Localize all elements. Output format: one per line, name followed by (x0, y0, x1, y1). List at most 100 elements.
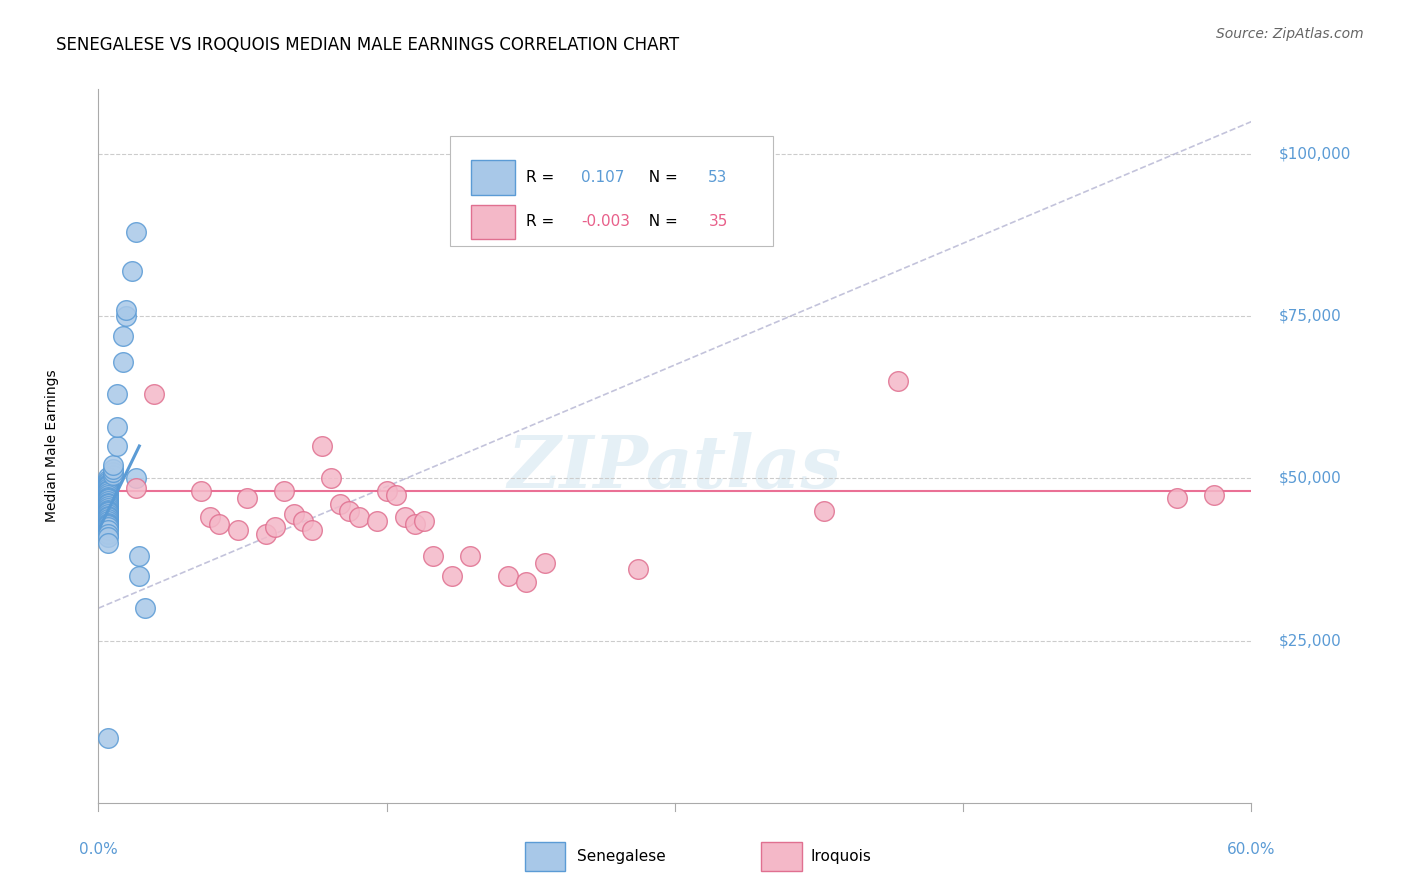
Text: N =: N = (640, 214, 683, 229)
Point (97, 516, 120, 531)
Text: $50,000: $50,000 (1279, 471, 1341, 486)
Point (1166, 491, 1188, 505)
Point (128, 568, 150, 582)
FancyBboxPatch shape (450, 136, 773, 246)
Text: Senegalese: Senegalese (576, 849, 665, 863)
Point (103, 465, 125, 479)
Point (97, 496, 120, 510)
Text: R =: R = (526, 214, 560, 229)
Point (440, 568, 463, 582)
Point (190, 484, 212, 499)
Point (422, 549, 444, 564)
Point (143, 387, 166, 401)
Text: N =: N = (640, 170, 683, 186)
Point (105, 439, 128, 453)
Point (97, 473, 120, 487)
Point (121, 264, 143, 278)
Point (97, 526, 120, 541)
Point (103, 461, 125, 475)
Point (124, 481, 146, 495)
Text: Source: ZipAtlas.com: Source: ZipAtlas.com (1216, 27, 1364, 41)
Point (283, 507, 305, 521)
Point (97, 536, 120, 550)
Text: $100,000: $100,000 (1279, 146, 1351, 161)
Point (97, 478, 120, 492)
Text: SENEGALESE VS IROQUOIS MEDIAN MALE EARNINGS CORRELATION CHART: SENEGALESE VS IROQUOIS MEDIAN MALE EARNI… (56, 36, 679, 54)
Point (329, 497, 352, 511)
FancyBboxPatch shape (471, 161, 515, 194)
Point (124, 225, 146, 239)
Point (97, 509, 120, 524)
Point (97, 488, 120, 502)
Point (124, 471, 146, 485)
Point (291, 514, 314, 528)
Point (97, 514, 120, 528)
Point (97, 500, 120, 515)
Point (115, 302, 138, 317)
Point (385, 488, 408, 502)
Text: Median Male Earnings: Median Male Earnings (45, 369, 59, 523)
Text: 0.107: 0.107 (582, 170, 624, 186)
Point (254, 526, 277, 541)
Point (97, 484, 120, 499)
Point (412, 514, 434, 528)
Point (97, 520, 120, 534)
Point (375, 484, 398, 499)
Point (111, 354, 134, 368)
Point (627, 562, 650, 576)
Point (97, 524, 120, 538)
Point (394, 510, 416, 524)
Point (97, 485, 120, 500)
Point (103, 468, 125, 483)
Point (97, 491, 120, 505)
Text: R =: R = (526, 170, 560, 186)
Point (97, 516, 120, 530)
FancyBboxPatch shape (524, 842, 565, 871)
Point (339, 504, 361, 518)
Point (496, 568, 519, 582)
FancyBboxPatch shape (471, 205, 515, 239)
Point (515, 575, 537, 590)
Point (347, 510, 370, 524)
Point (97, 502, 120, 516)
Point (97, 518, 120, 533)
Point (97, 494, 120, 508)
Point (236, 491, 259, 505)
Text: 35: 35 (709, 214, 728, 229)
Point (97, 505, 120, 519)
Point (97, 530, 120, 544)
Point (111, 328, 134, 343)
Point (533, 556, 555, 570)
Point (198, 510, 221, 524)
Point (97, 504, 120, 518)
Point (301, 524, 323, 538)
Point (311, 439, 333, 453)
Point (97, 510, 120, 524)
Point (97, 490, 120, 504)
Point (264, 520, 287, 534)
Point (97, 511, 120, 525)
Text: 60.0%: 60.0% (1227, 842, 1275, 856)
Point (97, 483, 120, 497)
Point (97, 479, 120, 493)
FancyBboxPatch shape (762, 842, 801, 871)
Point (887, 374, 910, 388)
Point (105, 419, 128, 434)
Point (208, 516, 231, 531)
Point (97, 497, 120, 511)
Point (226, 524, 249, 538)
Point (97, 476, 120, 491)
Point (404, 516, 426, 531)
Point (103, 458, 125, 473)
Point (128, 549, 150, 564)
Point (97, 731, 120, 745)
Text: -0.003: -0.003 (582, 214, 630, 229)
Point (319, 471, 342, 485)
Text: 53: 53 (709, 170, 728, 186)
Point (366, 514, 388, 528)
Point (273, 484, 295, 499)
Text: $75,000: $75,000 (1279, 309, 1341, 324)
Point (1204, 488, 1226, 502)
Point (134, 601, 156, 615)
Point (97, 492, 120, 507)
